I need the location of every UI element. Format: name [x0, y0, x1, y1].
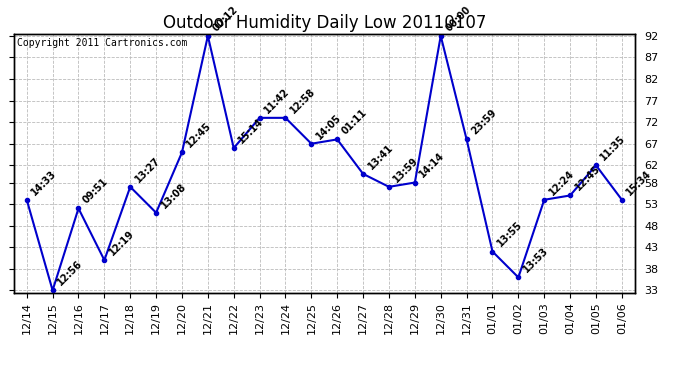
Text: 12:58: 12:58: [288, 86, 317, 115]
Text: 13:08: 13:08: [159, 181, 188, 210]
Text: 14:14: 14:14: [417, 151, 446, 180]
Text: 12:45: 12:45: [573, 164, 602, 193]
Text: 13:41: 13:41: [366, 142, 395, 171]
Title: Outdoor Humidity Daily Low 20110107: Outdoor Humidity Daily Low 20110107: [163, 14, 486, 32]
Text: 13:53: 13:53: [521, 246, 550, 274]
Text: 00:12: 00:12: [210, 4, 239, 33]
Text: 00:00: 00:00: [444, 4, 473, 33]
Text: 23:59: 23:59: [469, 108, 498, 136]
Text: 11:42: 11:42: [262, 86, 291, 115]
Text: 14:05: 14:05: [314, 112, 343, 141]
Text: 09:51: 09:51: [81, 177, 110, 206]
Text: 01:11: 01:11: [340, 108, 369, 136]
Text: 13:27: 13:27: [133, 155, 162, 184]
Text: 13:59: 13:59: [392, 155, 421, 184]
Text: 11:35: 11:35: [599, 134, 628, 162]
Text: 13:55: 13:55: [495, 220, 524, 249]
Text: 12:24: 12:24: [547, 168, 576, 197]
Text: 12:45: 12:45: [185, 121, 214, 150]
Text: Copyright 2011 Cartronics.com: Copyright 2011 Cartronics.com: [17, 38, 187, 48]
Text: 15:34: 15:34: [624, 168, 653, 197]
Text: 12:19: 12:19: [107, 228, 136, 257]
Text: 15:14: 15:14: [237, 116, 266, 145]
Text: 12:56: 12:56: [55, 259, 84, 288]
Text: 14:33: 14:33: [30, 168, 59, 197]
